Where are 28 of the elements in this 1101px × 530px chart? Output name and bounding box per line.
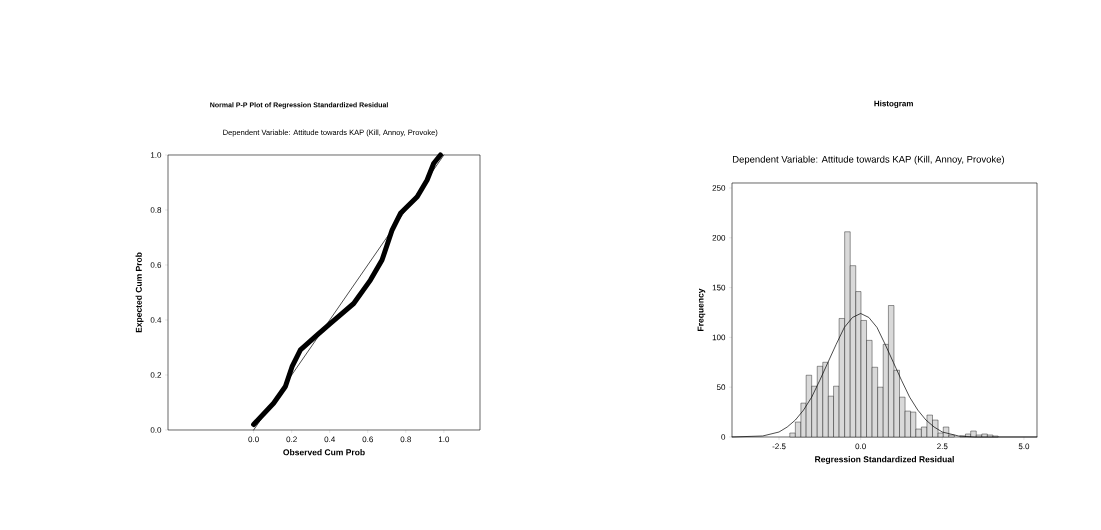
- x-tick-label: 1.0: [438, 436, 450, 443]
- x-tick-label: 0.8: [400, 436, 412, 443]
- y-tick-label: 250: [712, 185, 726, 191]
- y-tick-label: 0.4: [150, 317, 162, 323]
- x-axis-title: Observed Cum Prob: [283, 449, 365, 456]
- y-tick-label: 200: [712, 234, 726, 241]
- chart-subtitle: Dependent Variable: Attitude towards KAP (Kill, Annoy, Provoke): [732, 155, 1005, 165]
- y-tick-label: 150: [712, 284, 726, 291]
- x-tick-label: 0.2: [286, 436, 297, 443]
- y-tick-label: 0: [721, 434, 726, 440]
- y-tick-label: 100: [712, 334, 726, 341]
- x-tick-label: 0.0: [855, 443, 866, 450]
- x-tick-label: 5.0: [1018, 443, 1030, 450]
- x-axis-title: Regression Standardized Residual: [815, 456, 954, 465]
- y-axis-title: Frequency: [697, 288, 706, 331]
- x-tick-label: 2.5: [937, 443, 948, 450]
- y-tick-label: 1.0: [150, 152, 162, 158]
- y-tick-label: 50: [716, 384, 726, 391]
- x-tick-label: 0.0: [248, 436, 259, 443]
- chart-title: Histogram: [874, 100, 913, 108]
- x-tick-label: -2.5: [772, 443, 786, 450]
- x-tick-label: 0.4: [324, 436, 336, 443]
- y-tick-label: 0.2: [150, 372, 162, 378]
- y-tick-label: 0.6: [150, 262, 162, 268]
- x-tick-label: 0.6: [362, 436, 373, 443]
- y-tick-label: 0.0: [150, 427, 162, 433]
- y-tick-label: 0.8: [150, 207, 162, 213]
- y-axis-title: Expected Cum Prob: [135, 252, 144, 333]
